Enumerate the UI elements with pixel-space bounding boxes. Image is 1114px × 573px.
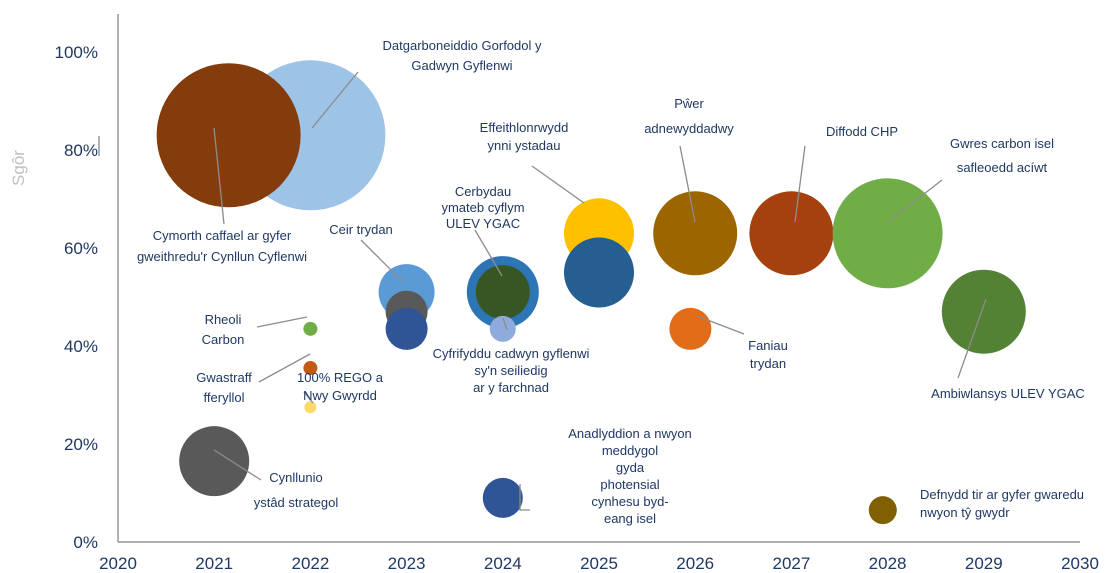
leader-line	[531, 165, 585, 204]
x-tick-label: 2028	[869, 554, 907, 573]
x-tick-label: 2029	[965, 554, 1003, 573]
bubble-label: adnewyddadwy	[644, 121, 734, 136]
bubble-label: sy'n seiliedig	[474, 363, 547, 378]
x-tick-label: 2020	[99, 554, 137, 573]
bubble-label: photensial	[600, 477, 659, 492]
x-tick-label: 2030	[1061, 554, 1099, 573]
bubble-label: gyda	[616, 460, 645, 475]
y-tick-label: 0%	[73, 533, 98, 552]
bubble-label: Gwastraff	[196, 370, 252, 385]
bubble-label: Nwy Gwyrdd	[303, 388, 377, 403]
leader-line	[258, 353, 311, 383]
x-tick-label: 2027	[772, 554, 810, 573]
leader-line	[887, 179, 943, 223]
bubble-label: Datgarboneiddio Gorfodol y	[383, 38, 542, 53]
bubble-17	[304, 401, 317, 414]
x-tick-label: 2025	[580, 554, 618, 573]
annotation-labels: Datgarboneiddio Gorfodol y Gadwyn Gyflenw…	[137, 38, 1085, 526]
y-tick-label: 20%	[64, 435, 98, 454]
bubble-label: safleoedd acíwt	[957, 160, 1048, 175]
x-tick-label: 2024	[484, 554, 522, 573]
bubble-13	[941, 269, 1026, 354]
bubble-label: cynhesu byd-	[591, 494, 668, 509]
leader-line	[360, 239, 405, 284]
leader-line	[256, 316, 308, 328]
leader-line	[474, 229, 503, 277]
bubble-4	[385, 307, 428, 350]
bubble-label: Diffodd CHP	[826, 124, 898, 139]
bubble-label: nwyon tŷ gwydr	[920, 505, 1010, 520]
x-tick-label: 2023	[388, 554, 426, 573]
leader-line	[519, 484, 530, 511]
bubble-1	[156, 63, 301, 208]
bubble-label: ystâd strategol	[254, 495, 339, 510]
leader-line	[303, 391, 314, 404]
bubble-label: trydan	[750, 356, 786, 371]
x-tick-label: 2022	[291, 554, 329, 573]
bubble-label: ymateb cyflym	[441, 200, 524, 215]
bubble-label: Gwres carbon isel	[950, 136, 1054, 151]
bubble-label: Cymorth caffael ar gyfer	[153, 228, 292, 243]
bubble-label: Rheoli	[205, 312, 242, 327]
bubble-label: Defnydd tir ar gyfer gwaredu	[920, 487, 1084, 502]
y-tick-label: 40%	[64, 337, 98, 356]
annotation-leaders	[213, 71, 987, 511]
bubble-label: ar y farchnad	[473, 380, 549, 395]
bubble-6	[475, 265, 530, 320]
bubble-label: Ambiwlansys ULEV YGAC	[931, 386, 1085, 401]
bubble-16	[303, 361, 318, 376]
bubble-10	[653, 191, 738, 276]
x-tick-labels: 2020 2021 2022 2023 2024 2025 2026 2027 2028 2029…	[99, 554, 1099, 573]
bubble-9	[564, 237, 634, 308]
bubble-label: ynni ystadau	[488, 138, 561, 153]
bubbles-layer	[156, 60, 1026, 525]
bubble-15	[303, 321, 318, 336]
bubble-7	[489, 315, 516, 342]
bubble-label: Pŵer	[674, 96, 704, 111]
bubble-label: Ceir trydan	[329, 222, 393, 237]
bubble-label: gweithredu'r Cynllun Cyflenwi	[137, 249, 307, 264]
y-tick-label: 80%	[64, 141, 98, 160]
bubble-label: Anadlyddion a nwyon	[568, 426, 692, 441]
bubble-label: Gadwyn Gyflenwi	[411, 58, 512, 73]
bubble-label: Cynllunio	[269, 470, 322, 485]
leader-line	[696, 315, 745, 335]
bubble-label: Effeithlonrwydd	[480, 120, 569, 135]
y-axis-label: Sgôr	[9, 150, 28, 186]
leader-line	[311, 71, 359, 129]
leader-line	[679, 145, 696, 223]
leader-line	[502, 317, 508, 331]
bubble-14	[669, 307, 712, 350]
leader-line	[213, 127, 225, 225]
bubble-label: Carbon	[202, 332, 245, 347]
x-tick-label: 2021	[195, 554, 233, 573]
bubble-12	[832, 178, 943, 289]
bubble-label: 100% REGO a	[297, 370, 384, 385]
bubble-label: fferyllol	[204, 390, 245, 405]
y-tick-label: 100%	[55, 43, 98, 62]
bubble-label: Cerbydau	[455, 184, 511, 199]
leader-line	[957, 298, 987, 379]
bubble-label: eang isel	[604, 511, 656, 526]
leader-line	[213, 449, 262, 481]
leader-line	[794, 145, 806, 223]
bubble-label: ULEV YGAC	[446, 216, 520, 231]
bubble-label: meddygol	[602, 443, 658, 458]
bubble-label: Faniau	[748, 338, 788, 353]
bubble-18	[179, 426, 250, 497]
bubble-label: Cyfrifyddu cadwyn gyflenwi	[433, 346, 590, 361]
y-tick-label: 60%	[64, 239, 98, 258]
bubble-19	[482, 477, 523, 518]
x-tick-label: 2026	[676, 554, 714, 573]
bubble-20	[868, 496, 897, 525]
y-tick-labels: 0% 20% 40% 60% 80% 100%	[55, 43, 98, 552]
bubble-11	[749, 191, 834, 276]
